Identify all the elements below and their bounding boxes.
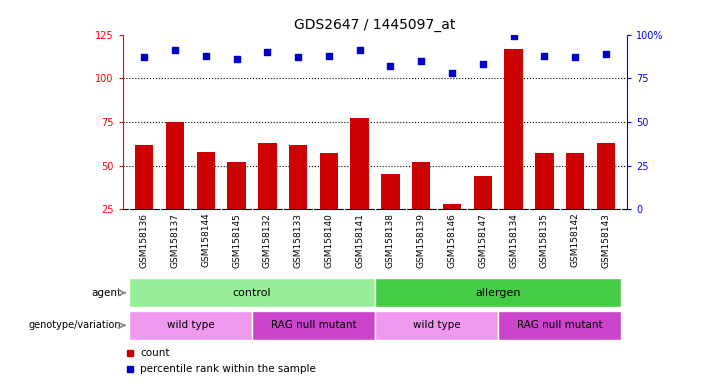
Point — [538, 53, 550, 59]
Bar — [381, 174, 400, 253]
Bar — [504, 48, 523, 253]
Text: RAG null mutant: RAG null mutant — [271, 320, 356, 331]
Text: control: control — [233, 288, 271, 298]
Text: GSM158144: GSM158144 — [201, 213, 210, 267]
Bar — [320, 153, 338, 253]
Bar — [473, 176, 492, 253]
Point — [292, 54, 304, 60]
Bar — [412, 162, 430, 253]
Bar — [350, 118, 369, 253]
Bar — [498, 311, 621, 340]
Text: GSM158134: GSM158134 — [509, 213, 518, 268]
Point — [385, 63, 396, 69]
Bar — [375, 311, 498, 340]
Text: GSM158147: GSM158147 — [478, 213, 487, 268]
Text: GSM158141: GSM158141 — [355, 213, 364, 268]
Point — [170, 47, 181, 53]
Point — [139, 54, 150, 60]
Bar — [227, 162, 246, 253]
Bar — [566, 153, 585, 253]
Point — [569, 54, 580, 60]
Text: GSM158140: GSM158140 — [325, 213, 334, 268]
Bar — [535, 153, 554, 253]
Text: wild type: wild type — [167, 320, 215, 331]
Bar — [129, 278, 375, 308]
Title: GDS2647 / 1445097_at: GDS2647 / 1445097_at — [294, 18, 456, 32]
Bar — [165, 122, 184, 253]
Text: GSM158138: GSM158138 — [386, 213, 395, 268]
Text: GSM158142: GSM158142 — [571, 213, 580, 267]
Bar — [129, 311, 252, 340]
Text: count: count — [140, 348, 170, 358]
Text: RAG null mutant: RAG null mutant — [517, 320, 602, 331]
Bar — [258, 143, 277, 253]
Text: GSM158133: GSM158133 — [294, 213, 303, 268]
Text: GSM158135: GSM158135 — [540, 213, 549, 268]
Text: agent: agent — [91, 288, 121, 298]
Bar — [252, 311, 375, 340]
Point — [508, 33, 519, 40]
Text: GSM158136: GSM158136 — [139, 213, 149, 268]
Text: GSM158143: GSM158143 — [601, 213, 611, 268]
Bar — [196, 152, 215, 253]
Point — [447, 70, 458, 76]
Point — [323, 53, 334, 59]
Text: GSM158145: GSM158145 — [232, 213, 241, 268]
Point — [231, 56, 242, 62]
Text: genotype/variation: genotype/variation — [29, 320, 121, 331]
Text: GSM158137: GSM158137 — [170, 213, 179, 268]
Text: GSM158146: GSM158146 — [447, 213, 456, 268]
Text: percentile rank within the sample: percentile rank within the sample — [140, 364, 316, 374]
Point — [416, 58, 427, 64]
Bar — [289, 145, 307, 253]
Point — [477, 61, 489, 67]
Point — [600, 51, 611, 57]
Text: wild type: wild type — [413, 320, 461, 331]
Bar — [375, 278, 621, 308]
Text: GSM158139: GSM158139 — [416, 213, 426, 268]
Text: allergen: allergen — [475, 288, 521, 298]
Bar — [135, 145, 154, 253]
Text: GSM158132: GSM158132 — [263, 213, 272, 268]
Point — [354, 47, 365, 53]
Point — [200, 53, 212, 59]
Bar — [597, 143, 615, 253]
Bar — [443, 204, 461, 253]
Point — [261, 49, 273, 55]
